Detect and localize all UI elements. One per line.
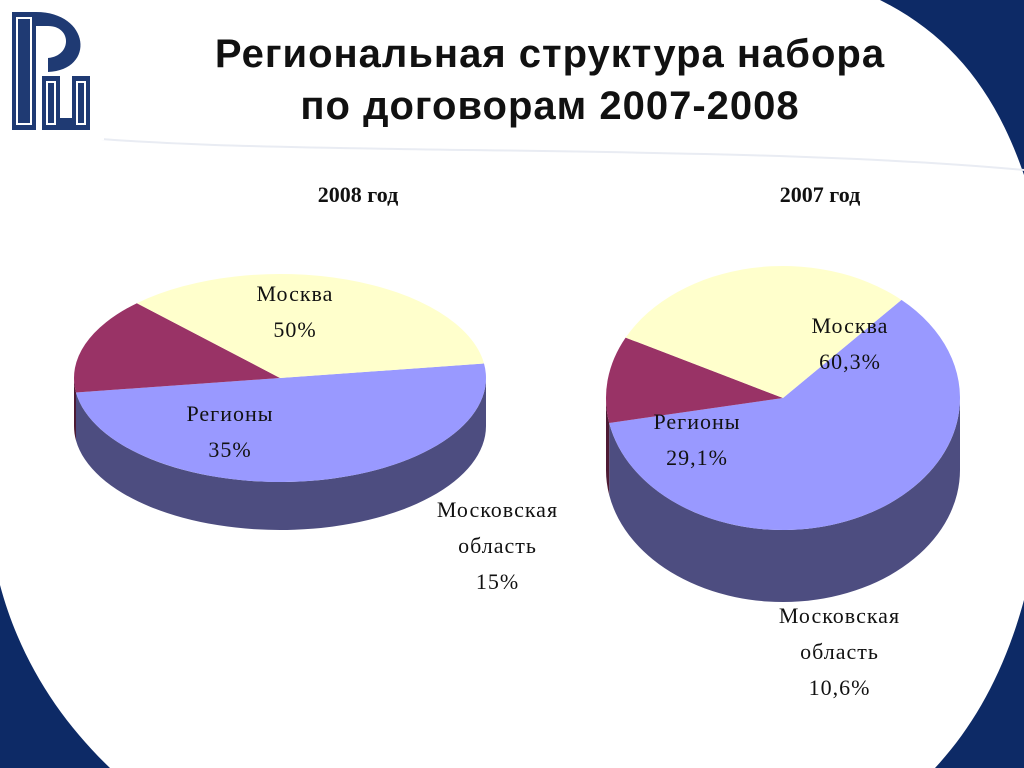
pie-slice-2008-moskva <box>76 363 487 483</box>
label-2007-regiony-name: Регионы <box>653 409 741 434</box>
corner-swoosh-bottom-right <box>935 600 1024 768</box>
slide-title: Региональная структура набора по договор… <box>110 28 990 132</box>
slide-title-line2: по договорам 2007-2008 <box>300 84 800 128</box>
label-2008-regiony: Регионы 35% <box>150 396 310 468</box>
label-2008-oblast-name1: Московская <box>436 497 559 522</box>
corner-swoosh-bottom-left <box>0 585 110 768</box>
label-2007-moskva-value: 60,3% <box>819 349 881 374</box>
label-2008-moskva-value: 50% <box>273 317 317 342</box>
background-oval-edge <box>19 129 1024 171</box>
label-2007-oblast-name1: Московская <box>778 603 901 628</box>
pie-slice-2008-oblast <box>73 303 280 393</box>
university-logo <box>4 6 104 140</box>
pie-chart-2007 <box>606 266 961 602</box>
label-2008-oblast-name2: область <box>458 533 537 558</box>
label-2007-oblast-name2: область <box>800 639 879 664</box>
pie-side-2008-moskva <box>76 378 487 530</box>
corner-swoosh-top-right <box>880 0 1024 175</box>
slide-title-line1: Региональная структура набора <box>214 32 886 76</box>
pie-slice-2007-moskva <box>609 299 961 531</box>
label-2007-moskva-name: Москва <box>811 313 889 338</box>
label-2007-oblast: Московская область 10,6% <box>752 598 927 706</box>
label-2007-regiony: Регионы 29,1% <box>617 404 777 476</box>
pie-side-2007-oblast <box>606 398 610 496</box>
pie-slice-2008-regiony <box>136 274 484 378</box>
label-2007-oblast-value: 10,6% <box>808 675 871 700</box>
label-2007-regiony-value: 29,1% <box>666 445 728 470</box>
label-2007-moskva: Москва 60,3% <box>770 308 930 380</box>
pie-side-2008-oblast <box>74 378 77 441</box>
chart-2008-title: 2008 год <box>317 182 399 207</box>
pie-side-2007-moskva <box>609 398 960 602</box>
label-2008-regiony-value: 35% <box>208 437 252 462</box>
label-2008-oblast-value: 15% <box>475 569 520 594</box>
label-2008-oblast: Московская область 15% <box>410 492 585 600</box>
label-2008-moskva-name: Москва <box>256 281 334 306</box>
pie-slice-2007-regiony <box>625 266 902 398</box>
pie-chart-2008 <box>73 274 487 530</box>
label-2008-moskva: Москва 50% <box>215 276 375 348</box>
label-2008-regiony-name: Регионы <box>186 401 274 426</box>
chart-2007-title: 2007 год <box>779 182 861 207</box>
pie-slice-2007-oblast <box>606 337 783 424</box>
